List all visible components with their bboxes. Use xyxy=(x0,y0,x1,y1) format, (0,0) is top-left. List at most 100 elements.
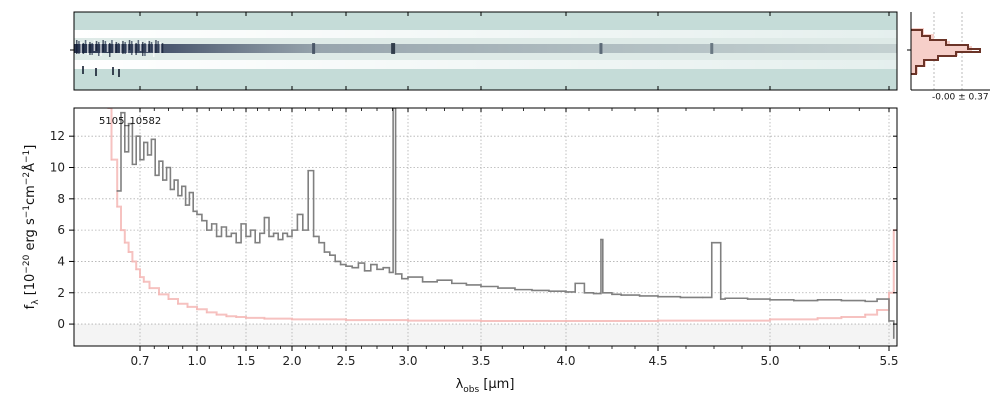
spectrum-2d-noise-column xyxy=(133,42,135,55)
flux-point xyxy=(254,241,256,244)
spectrum-2d-noise-column xyxy=(146,40,148,52)
spectrum-2d-noise-column xyxy=(98,42,100,56)
spectrum-2d-noise-column xyxy=(131,41,133,55)
error-point xyxy=(196,308,198,311)
x-tick-label: 3.5 xyxy=(471,354,490,368)
spectrum-2d-noise-column xyxy=(109,43,111,57)
error-point xyxy=(480,320,482,322)
flux-point xyxy=(188,191,191,194)
flux-point xyxy=(158,160,160,163)
flux-point xyxy=(480,285,482,288)
spectrum-2d-noise-column xyxy=(124,42,126,54)
flux-point xyxy=(177,194,179,197)
spectrum-2d-noise-column xyxy=(120,40,122,54)
flux-point xyxy=(401,277,403,280)
flux-point xyxy=(769,299,771,301)
flux-point xyxy=(421,281,424,283)
flux-point xyxy=(719,298,722,300)
spectrum-2d-noise-column xyxy=(76,40,78,54)
flux-point xyxy=(370,263,372,266)
error-point xyxy=(235,316,237,318)
flux-point xyxy=(436,279,439,282)
y-axis-ticks: 0 2 4 6 8 10 12 xyxy=(50,129,897,331)
flux-point xyxy=(196,213,198,216)
error-point xyxy=(131,260,134,263)
spectrum-2d-noise-column xyxy=(118,69,120,77)
error-point xyxy=(206,311,208,314)
flux-point xyxy=(548,290,550,292)
spectrum-2d-noise-column xyxy=(89,42,91,55)
flux-point xyxy=(230,232,233,235)
flux-point xyxy=(710,241,713,244)
flux-point xyxy=(124,151,126,153)
error-series-line xyxy=(107,108,897,322)
spectrum-2d-noise-column xyxy=(161,43,164,53)
flux-point xyxy=(816,299,819,301)
flux-point xyxy=(864,300,866,303)
error-point xyxy=(167,298,170,300)
flux-point xyxy=(339,263,342,266)
inset-label: -0.00 ± 0.37 xyxy=(932,93,989,103)
error-point xyxy=(186,306,189,308)
x-tick-label: 1.0 xyxy=(187,354,206,368)
error-point xyxy=(864,313,866,316)
flux-point xyxy=(154,174,156,177)
flux-point xyxy=(746,298,749,300)
error-point xyxy=(407,319,409,322)
error-point xyxy=(816,317,819,319)
x-tick-label: 2.5 xyxy=(336,354,355,368)
spectrum-2d-noise-column xyxy=(159,42,162,53)
spectrum-2d-noise-column xyxy=(117,43,120,53)
spectrum-2d-noise-column xyxy=(95,41,98,51)
flux-point xyxy=(192,210,194,213)
flux-point xyxy=(220,226,223,228)
spectrum-2d-noise-column xyxy=(122,41,124,54)
spectrum-2d-noise-column xyxy=(135,43,137,55)
flux-point xyxy=(657,295,659,298)
error-point xyxy=(769,318,771,321)
flux-point xyxy=(162,179,164,181)
error-point xyxy=(840,316,843,318)
spectrum-2d-noise-column xyxy=(78,41,80,54)
flux-point xyxy=(334,260,337,263)
flux-point xyxy=(497,287,499,289)
flux-point xyxy=(296,213,299,216)
profile-inset: -0.00 ± 0.37 xyxy=(907,12,990,103)
y-tick-label: 4 xyxy=(57,254,65,268)
y-tick-label: 2 xyxy=(57,286,65,300)
y-tick-label: 0 xyxy=(57,317,65,331)
flux-point xyxy=(357,262,360,264)
flux-point xyxy=(892,337,895,339)
flux-point xyxy=(583,291,586,294)
x-tick-label: 1.5 xyxy=(236,354,255,368)
flux-point xyxy=(679,296,682,299)
flux-point xyxy=(329,254,331,256)
spectrum-2d-line xyxy=(391,43,396,54)
spectrum-2d-emission-lines xyxy=(312,43,714,54)
flux-point xyxy=(169,188,172,191)
flux-point xyxy=(291,229,293,231)
spectrum-2d-noise-column xyxy=(115,42,118,53)
error-point xyxy=(124,241,126,244)
flux-point xyxy=(724,297,726,300)
flux-point xyxy=(201,219,203,222)
flux-point xyxy=(302,229,304,231)
spectrum-2d-noise-column xyxy=(144,43,146,56)
spectrum-2d-noise-column xyxy=(128,40,131,50)
flux-point xyxy=(602,291,604,294)
flux-point xyxy=(620,294,622,296)
spectrum-2d-noise-column xyxy=(111,40,113,53)
spectrum-2d-noise-column xyxy=(104,41,107,52)
error-point xyxy=(143,281,145,283)
flux-point xyxy=(139,158,141,161)
error-point xyxy=(110,158,113,161)
flux-point xyxy=(286,235,289,238)
error-point xyxy=(158,293,160,296)
spectrum-2d-noise-column xyxy=(150,42,153,52)
flux-point xyxy=(407,276,409,278)
spectrum-2d-noise-column xyxy=(157,41,159,53)
flux-point xyxy=(249,229,252,231)
y-tick-label: 6 xyxy=(57,223,65,237)
flux-point xyxy=(312,235,315,238)
